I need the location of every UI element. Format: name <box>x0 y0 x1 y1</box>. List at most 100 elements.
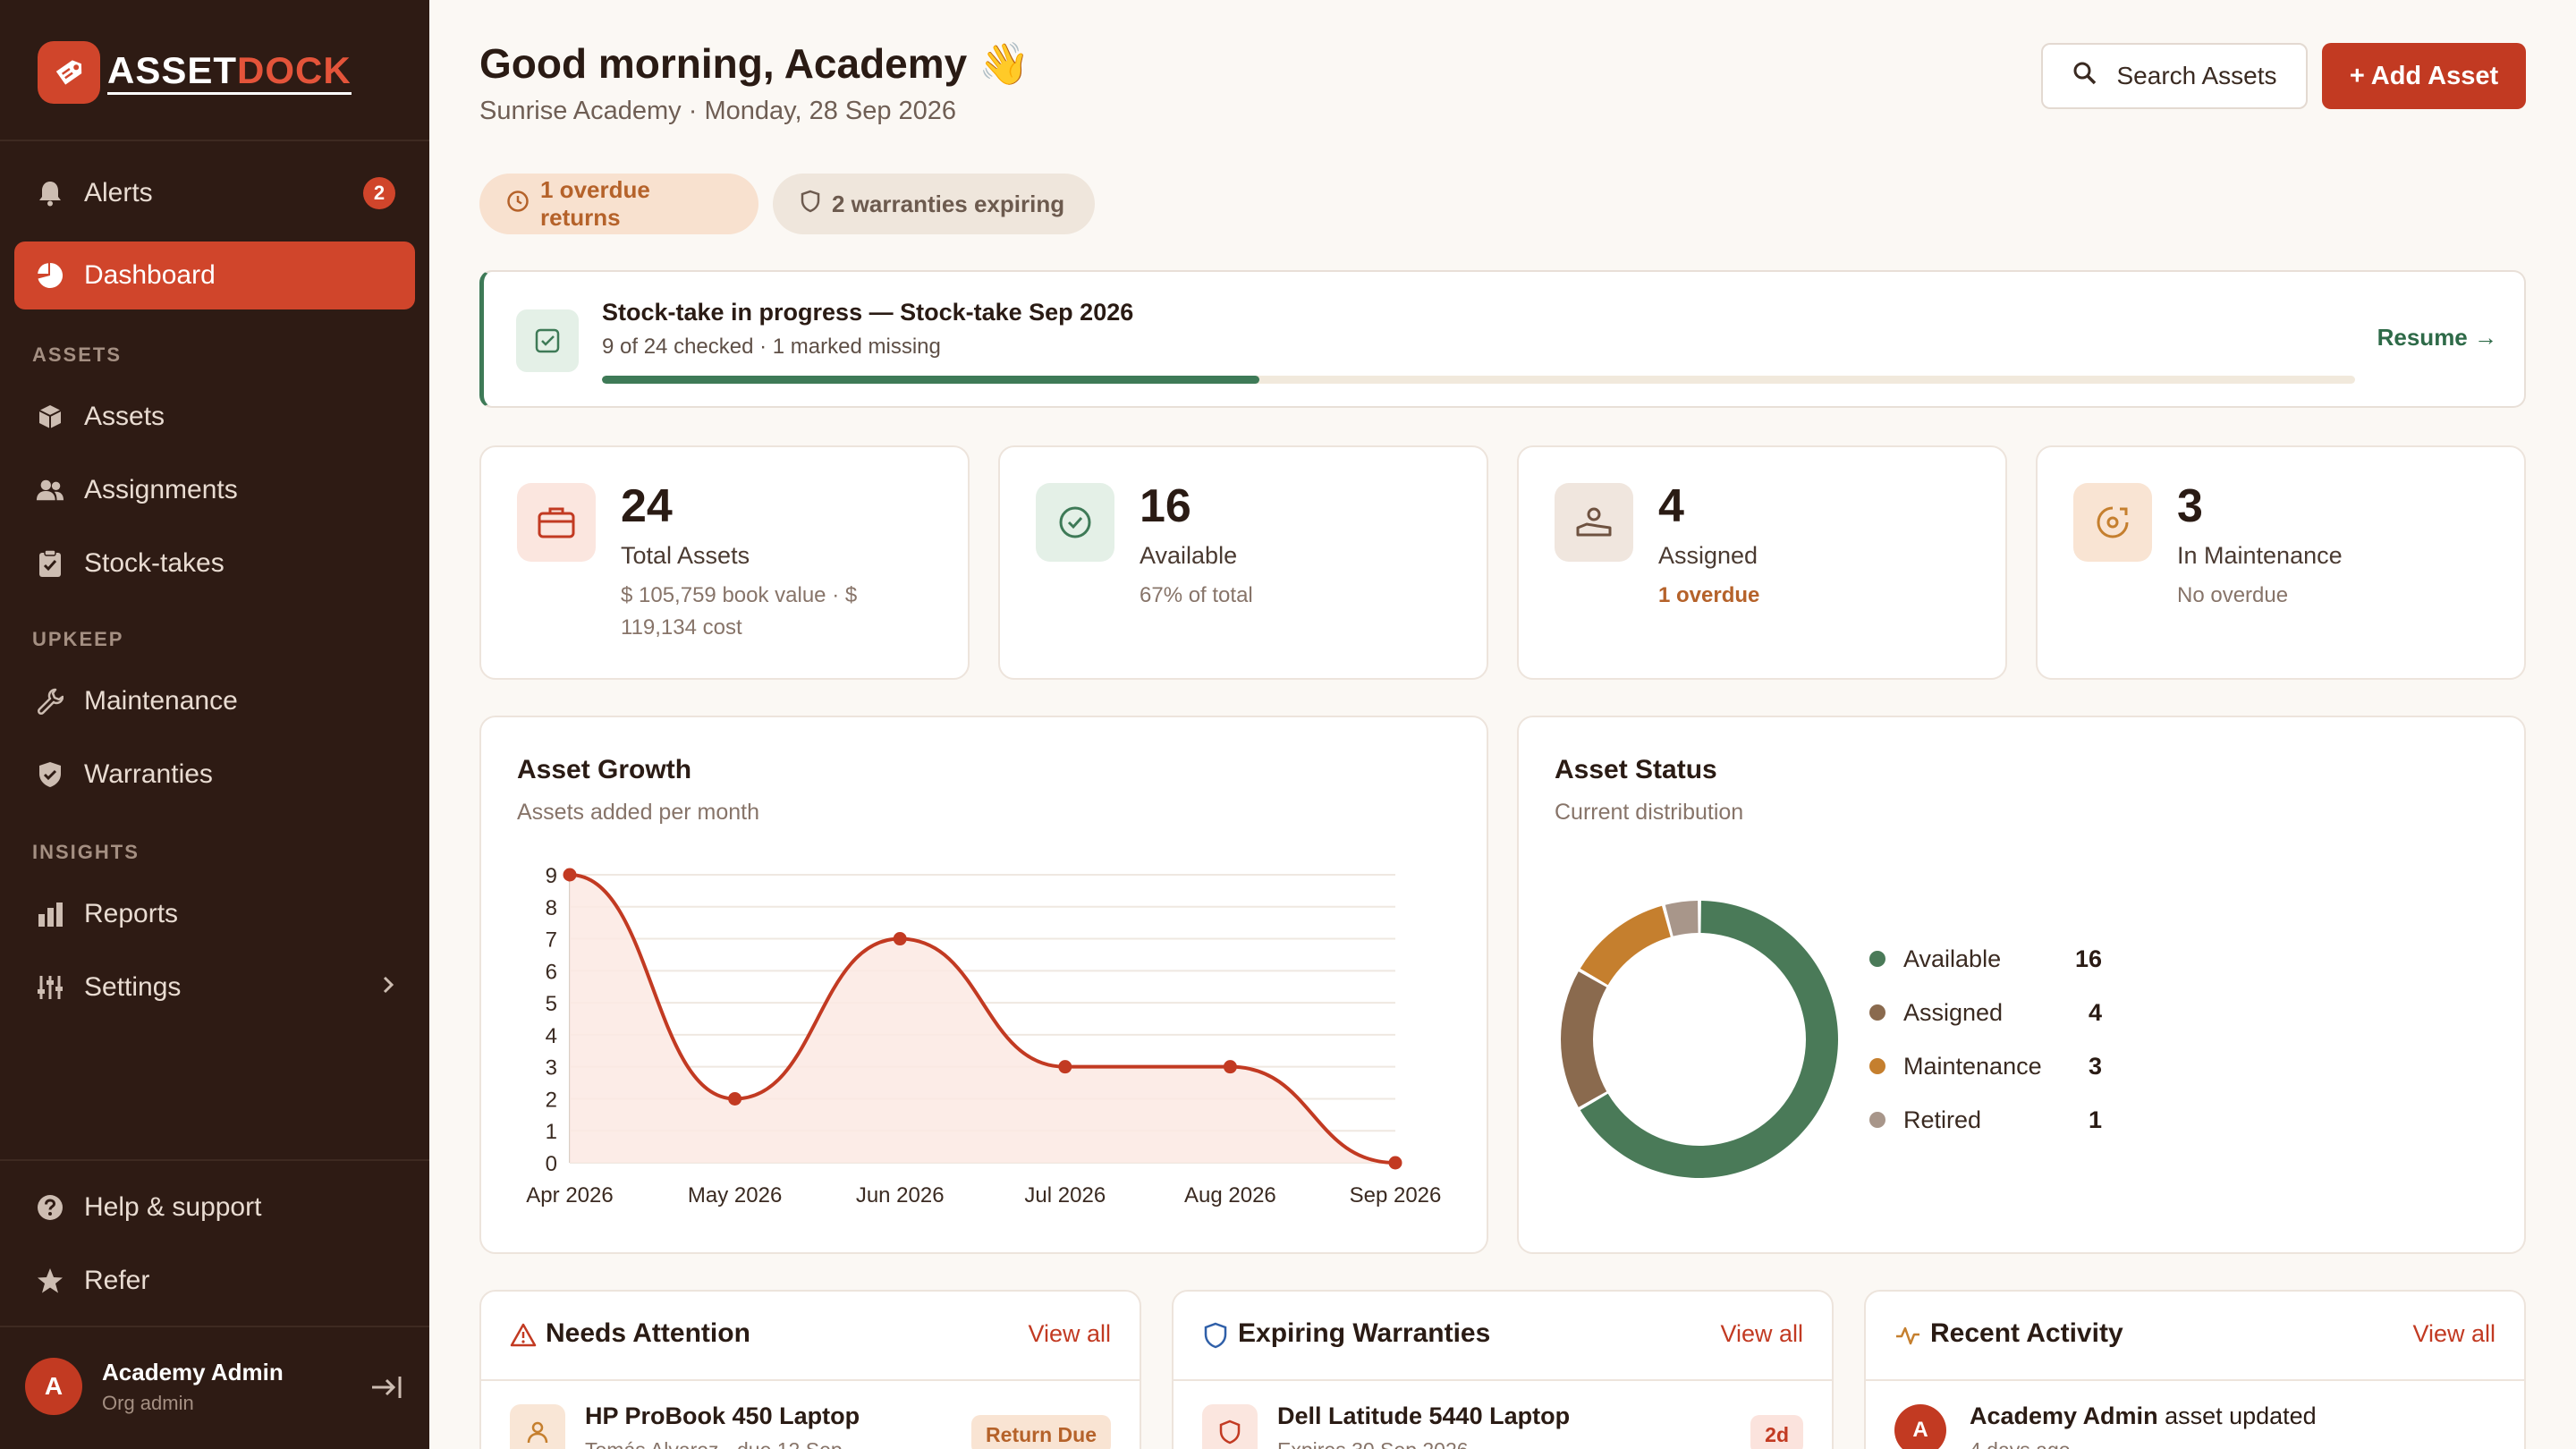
panel-header: Expiring Warranties View all <box>1174 1292 1832 1381</box>
sidebar-item-assets[interactable]: Assets <box>14 383 415 451</box>
shield-icon <box>1202 1404 1258 1449</box>
y-tick-label: 3 <box>546 1056 557 1080</box>
shield-check-icon <box>36 760 64 789</box>
sidebar-item-maintenance[interactable]: Maintenance <box>14 667 415 735</box>
help-label: Help & support <box>84 1192 262 1222</box>
pie-chart-icon <box>36 261 64 290</box>
legend-label: Maintenance <box>1903 1052 2042 1080</box>
bar-chart-icon <box>36 900 64 928</box>
stat-value: 16 <box>1140 480 1191 532</box>
sidebar-item-label: Warranties <box>84 759 213 789</box>
list-item-title[interactable]: Dell Latitude 5440 Laptop <box>1277 1402 1571 1429</box>
stocktake-title: Stock-take in progress — Stock-take Sep … <box>602 299 1134 326</box>
activity-icon <box>1894 1322 1921 1349</box>
sidebar-item-label: Assignments <box>84 475 238 504</box>
view-all-link[interactable]: View all <box>1028 1320 1111 1347</box>
search-icon <box>2072 61 2097 92</box>
x-tick-label: May 2026 <box>688 1183 782 1208</box>
divider <box>0 1326 429 1327</box>
view-all-link[interactable]: View all <box>2412 1320 2496 1347</box>
needs-attention-panel: Needs Attention View all HP ProBook 450 … <box>479 1290 1141 1449</box>
help-support-link[interactable]: Help & support <box>14 1174 415 1241</box>
stat-sub: 1 overdue <box>1658 583 1760 607</box>
legend-swatch <box>1869 1004 1885 1021</box>
stat-value: 3 <box>2177 480 2203 532</box>
legend-value: 4 <box>2088 998 2102 1026</box>
avatar: A <box>1894 1404 1946 1449</box>
user-profile[interactable]: A Academy Admin Org admin <box>25 1358 284 1415</box>
activity-text: Academy Admin asset updated <box>1970 1402 2317 1430</box>
legend-item: Available 16 <box>1869 941 2102 977</box>
sidebar-item-settings[interactable]: Settings <box>14 953 415 1021</box>
status-badge: Return Due <box>971 1415 1111 1449</box>
divider <box>0 140 429 141</box>
add-asset-button[interactable]: + Add Asset <box>2322 43 2526 109</box>
data-point <box>893 932 907 946</box>
data-point <box>1223 1060 1237 1074</box>
sidebar-item-warranties[interactable]: Warranties <box>14 741 415 809</box>
help-icon <box>36 1193 64 1222</box>
stat-card-available[interactable]: 16 Available 67% of total <box>998 445 1488 680</box>
overdue-returns-pill[interactable]: 1 overdue returns <box>479 174 758 234</box>
stat-card-assigned[interactable]: 4 Assigned 1 overdue <box>1517 445 2007 680</box>
sidebar-item-label: Maintenance <box>84 686 238 716</box>
search-label: Search Assets <box>2116 62 2277 89</box>
asset-growth-chart: 0 1 2 3 4 5 6 7 8 9 Apr 2026 May 2026 Jun 2026 Jul 20… <box>526 864 1441 1208</box>
stat-card-maintenance[interactable]: 3 In Maintenance No overdue <box>2036 445 2526 680</box>
sidebar-item-dashboard[interactable]: Dashboard <box>14 242 415 309</box>
shield-icon <box>800 190 821 219</box>
legend-item: Maintenance 3 <box>1869 1048 2102 1084</box>
clock-icon <box>506 190 530 219</box>
section-label-upkeep: UPKEEP <box>32 628 124 650</box>
refer-link[interactable]: Refer <box>14 1247 415 1315</box>
view-all-link[interactable]: View all <box>1720 1320 1803 1347</box>
user-name: Academy Admin <box>102 1358 284 1385</box>
checkbox-icon <box>516 309 579 372</box>
chart-title: Asset Growth <box>517 755 692 784</box>
stat-value: 4 <box>1658 480 1684 532</box>
sidebar-item-alerts[interactable]: Alerts 2 <box>14 159 415 227</box>
y-tick-label: 2 <box>546 1088 557 1112</box>
panel-title: Needs Attention <box>546 1318 750 1348</box>
logout-icon[interactable] <box>369 1372 404 1402</box>
warning-icon <box>510 1322 537 1349</box>
star-icon <box>36 1267 64 1295</box>
stat-value: 24 <box>621 480 673 532</box>
brand-logo[interactable]: ASSETDOCK <box>38 41 352 104</box>
resume-stocktake-link[interactable]: Resume → <box>2377 324 2497 351</box>
clipboard-check-icon <box>36 549 64 578</box>
y-tick-label: 7 <box>546 928 557 953</box>
avatar: A <box>25 1358 82 1415</box>
list-item-title[interactable]: HP ProBook 450 Laptop <box>585 1402 860 1429</box>
x-tick-label: Aug 2026 <box>1184 1183 1276 1208</box>
data-point <box>728 1091 742 1106</box>
days-left-badge: 2d <box>1750 1415 1803 1449</box>
y-tick-label: 9 <box>546 864 557 888</box>
sidebar-item-stocktakes[interactable]: Stock-takes <box>14 530 415 597</box>
panel-title: Recent Activity <box>1930 1318 2123 1348</box>
bell-icon <box>36 179 64 208</box>
legend-item: Retired 1 <box>1869 1102 2102 1138</box>
warranties-expiring-pill[interactable]: 2 warranties expiring <box>773 174 1095 234</box>
briefcase-icon <box>517 483 596 562</box>
brand-name: ASSETDOCK <box>107 50 352 95</box>
shield-icon <box>1202 1322 1229 1349</box>
sidebar-item-assignments[interactable]: Assignments <box>14 456 415 524</box>
sliders-icon <box>36 973 64 1002</box>
legend-swatch <box>1869 1058 1885 1074</box>
search-assets-button[interactable]: Search Assets <box>2041 43 2308 109</box>
user-icon <box>510 1404 565 1449</box>
stat-card-total[interactable]: 24 Total Assets $ 105,759 book value · $… <box>479 445 970 680</box>
stocktake-progress-fill <box>602 376 1259 384</box>
chevron-right-icon <box>381 972 395 1003</box>
legend-label: Retired <box>1903 1106 1982 1133</box>
series-line <box>569 873 1396 1165</box>
chart-subtitle: Current distribution <box>1555 800 1744 825</box>
sidebar-item-label: Dashboard <box>84 260 216 290</box>
sidebar-item-label: Reports <box>84 899 179 928</box>
stat-label: Assigned <box>1658 542 1758 569</box>
list-item-subtitle: Tomás Alvarez · due 12 Sep <box>585 1438 843 1449</box>
sidebar-item-label: Settings <box>84 972 182 1002</box>
legend-value: 1 <box>2088 1106 2102 1133</box>
sidebar-item-reports[interactable]: Reports <box>14 880 415 948</box>
